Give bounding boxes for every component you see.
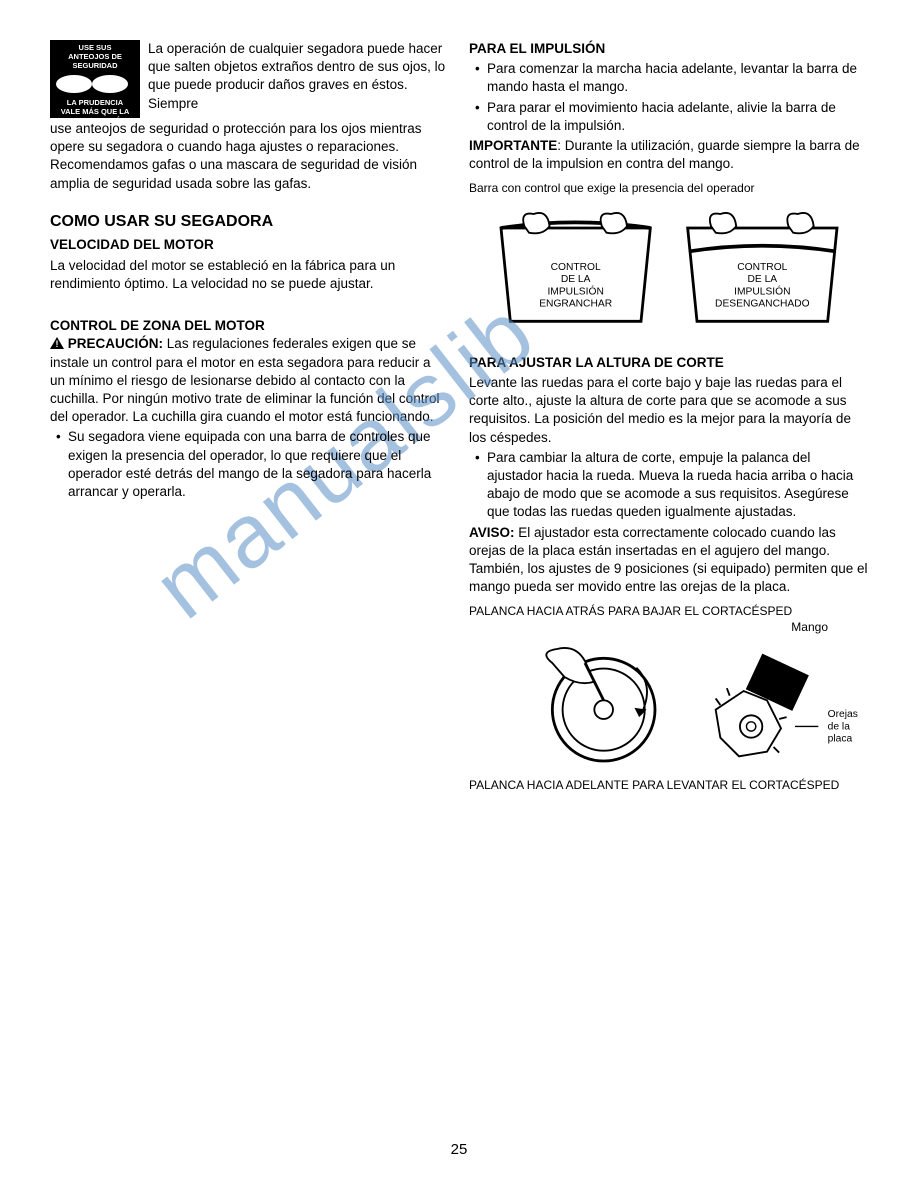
right-column: PARA EL IMPULSIÓN Para comenzar la march… (469, 40, 868, 793)
impulsion-heading: PARA EL IMPULSIÓN (469, 40, 868, 58)
svg-text:de la: de la (828, 721, 851, 732)
importante-label: IMPORTANTE (469, 138, 557, 153)
warning-triangle-icon: ! (50, 337, 64, 349)
impulsion-bullets: Para comenzar la marcha hacia adelante, … (469, 60, 868, 135)
altura-heading: PARA AJUSTAR LA ALTURA DE CORTE (469, 354, 868, 372)
main-heading: COMO USAR SU SEGADORA (50, 211, 449, 233)
safety-block: USE SUS ANTEOJOS DE SEGURIDAD LA PRUDENC… (50, 40, 449, 118)
page-container: USE SUS ANTEOJOS DE SEGURIDAD LA PRUDENC… (50, 40, 868, 793)
svg-text:CONTROL: CONTROL (551, 262, 601, 273)
aviso-label: AVISO: (469, 525, 515, 540)
altura-text: Levante las ruedas para el corte bajo y … (469, 374, 868, 447)
svg-text:IMPULSIÓN: IMPULSIÓN (547, 284, 603, 297)
aviso-block: AVISO: El ajustador esta correctamente c… (469, 524, 868, 597)
badge-line5: VALE MÁS QUE LA (52, 107, 138, 116)
list-item: Para comenzar la marcha hacia adelante, … (469, 60, 868, 96)
precaucion-label: PRECAUCIÓN: (68, 336, 163, 351)
list-item: Para parar el movimiento hacia adelante,… (469, 99, 868, 135)
svg-text:placa: placa (828, 733, 853, 744)
list-item: Su segadora viene equipada con una barra… (50, 428, 449, 501)
safety-badge: USE SUS ANTEOJOS DE SEGURIDAD LA PRUDENC… (50, 40, 140, 118)
badge-line2: ANTEOJOS DE (52, 52, 138, 61)
svg-text:Orejas: Orejas (828, 709, 858, 720)
altura-bullets: Para cambiar la altura de corte, empuje … (469, 449, 868, 522)
svg-text:ENGRANCHAR: ENGRANCHAR (539, 298, 612, 309)
importante-block: IMPORTANTE: Durante la utilización, guar… (469, 137, 868, 173)
list-item: Para cambiar la altura de corte, empuje … (469, 449, 868, 522)
aviso-text: El ajustador esta correctamente colocado… (469, 525, 867, 595)
safety-continued: use anteojos de seguridad o protección p… (50, 120, 449, 193)
diagram2-top-right: Mango (791, 619, 828, 635)
safety-intro: La operación de cualquier segadora puede… (148, 40, 449, 118)
svg-text:DESENGANCHADO: DESENGANCHADO (715, 298, 810, 309)
diagram2-caption-bottom: PALANCA HACIA ADELANTE PARA LEVANTAR EL … (469, 777, 868, 793)
precaucion-block: ! PRECAUCIÓN: Las regulaciones federales… (50, 335, 449, 426)
velocidad-heading: VELOCIDAD DEL MOTOR (50, 236, 449, 254)
badge-line4: LA PRUDENCIA (52, 98, 138, 107)
svg-text:DE LA: DE LA (748, 274, 778, 285)
goggles-icon (52, 72, 132, 96)
svg-text:CONTROL: CONTROL (737, 262, 787, 273)
page-number: 25 (0, 1140, 918, 1160)
handle-diagram: CONTROL DE LA IMPULSIÓN ENGRANCHAR CONTR… (469, 200, 868, 340)
left-column: USE SUS ANTEOJOS DE SEGURIDAD LA PRUDENC… (50, 40, 449, 793)
svg-text:!: ! (56, 339, 59, 349)
diagram2-caption-top: PALANCA HACIA ATRÁS PARA BAJAR EL CORTAC… (469, 603, 868, 619)
svg-text:IMPULSIÓN: IMPULSIÓN (734, 284, 790, 297)
svg-text:DE LA: DE LA (561, 274, 591, 285)
badge-line1: USE SUS (52, 43, 138, 52)
velocidad-text: La velocidad del motor se estableció en … (50, 257, 449, 293)
control-bullets: Su segadora viene equipada con una barra… (50, 428, 449, 501)
badge-line6: FALTA DE VISIÓN (52, 116, 138, 125)
diagram2-top-left: PALANCA HACIA ATRÁS PARA BAJAR EL CORTAC… (469, 604, 792, 618)
control-heading: CONTROL DE ZONA DEL MOTOR (50, 317, 449, 335)
badge-line3: SEGURIDAD (52, 61, 138, 70)
diagram1-caption: Barra con control que exige la presencia… (469, 180, 868, 196)
wheel-diagram: Orejas de la placa (469, 623, 868, 775)
